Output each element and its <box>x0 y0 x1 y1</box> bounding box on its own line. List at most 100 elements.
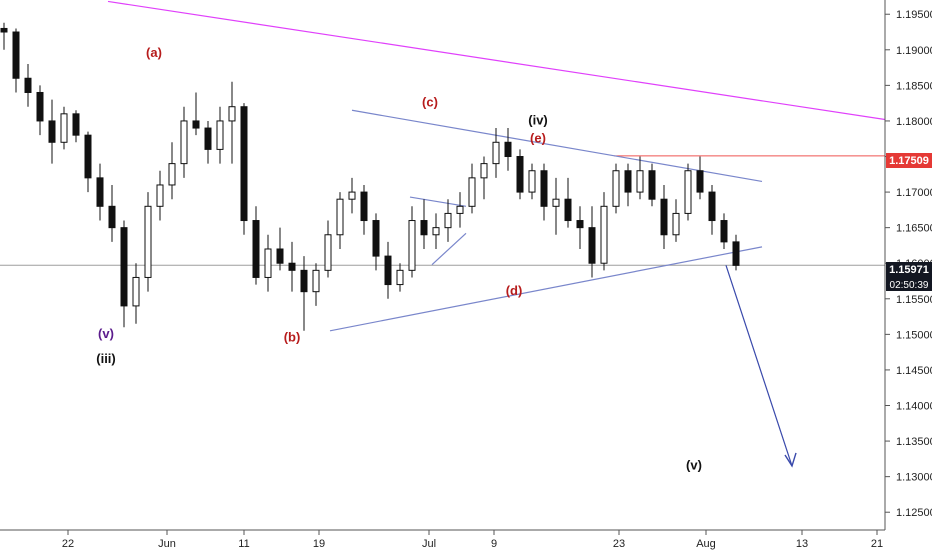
candle-body-down <box>108 205 116 229</box>
time-tick-label: 21 <box>871 538 883 550</box>
candle-body-up <box>684 170 692 214</box>
candle-body-up <box>348 191 356 200</box>
candle-body-up <box>468 177 476 207</box>
candle-body-up <box>480 163 488 179</box>
wave-label: (e) <box>530 130 546 145</box>
candle-body-up <box>228 106 236 122</box>
time-tick-label: Aug <box>696 538 716 550</box>
wave-label: (iv) <box>528 112 548 127</box>
price-tick-label: 1.14000 <box>896 401 932 413</box>
wave-label: (b) <box>284 329 301 344</box>
level-marker: 1.17509 <box>886 153 932 168</box>
wave-labels: (a) (b) (c) (d) (e) (iv) (v) (iii) (v) <box>96 45 702 473</box>
price-tick-label: 1.14500 <box>896 365 932 377</box>
candlestick-series <box>0 22 740 331</box>
candle-body-down <box>36 91 44 122</box>
current-price-badge <box>886 262 932 277</box>
candle-body-down <box>540 170 548 207</box>
time-tick-label: 9 <box>491 538 497 550</box>
projection-arrow-line[interactable] <box>725 265 793 467</box>
price-tick-label: 1.15000 <box>896 329 932 341</box>
candle-body-down <box>204 127 212 150</box>
wedge-lower-trendline[interactable] <box>431 232 467 266</box>
candle-body-up <box>636 170 644 193</box>
candle-body-up <box>600 205 608 264</box>
candle-body-down <box>252 220 260 278</box>
candle-body-up <box>672 212 680 236</box>
candle-body-down <box>240 106 248 222</box>
candle-body-down <box>48 120 56 143</box>
candle-body-down <box>84 134 92 179</box>
candle-body-down <box>300 269 308 293</box>
upper-channel-trendline[interactable] <box>107 0 886 121</box>
wave-label: (v) <box>686 458 702 473</box>
candle-body-down <box>360 191 368 222</box>
candle-body-up <box>60 113 68 143</box>
candle-body-down <box>420 220 428 236</box>
wedge-upper-trendline[interactable] <box>409 196 467 207</box>
candle-body-up <box>324 234 332 271</box>
candle-body-up <box>552 198 560 207</box>
time-tick-label: 13 <box>796 538 808 550</box>
candle-body-up <box>396 269 404 286</box>
candle-body-up <box>336 198 344 236</box>
candle-body-down <box>24 77 32 93</box>
price-tick-label: 1.18000 <box>896 116 932 128</box>
candle-body-down <box>516 156 524 193</box>
time-tick-label: 23 <box>613 538 625 550</box>
candle-body-down <box>588 227 596 264</box>
price-tick-label: 1.12500 <box>896 507 932 519</box>
candle-body-up <box>132 276 140 307</box>
time-tick-label: 22 <box>62 538 74 550</box>
candle-body-down <box>564 198 572 222</box>
price-tick-label: 1.17000 <box>896 187 932 199</box>
candle-body-down <box>576 220 584 229</box>
wave-label: (iii) <box>96 351 116 366</box>
candle-body-up <box>144 205 152 278</box>
time-tick-label: Jun <box>158 538 176 550</box>
candle-body-down <box>660 198 668 236</box>
candle-body-down <box>288 262 296 271</box>
countdown-label: 02:50:39 <box>890 280 929 291</box>
candle-body-down <box>276 248 284 264</box>
candle-body-down <box>384 255 392 286</box>
candle-body-up <box>408 220 416 271</box>
price-marker: 1.15971 02:50:39 <box>886 262 932 291</box>
price-tick-label: 1.16500 <box>896 223 932 235</box>
wave-label: (c) <box>422 95 438 110</box>
candle-body-up <box>216 120 224 150</box>
candle-body-up <box>432 227 440 236</box>
time-axis[interactable]: 22 Jun 11 19 Jul 9 23 Aug 13 21 <box>62 530 883 550</box>
triangle-upper-trendline[interactable] <box>351 109 763 183</box>
candle-body-up <box>456 205 464 214</box>
candle-body-up <box>168 163 176 186</box>
candle-body-down <box>732 241 740 266</box>
wave-label: (v) <box>98 326 114 341</box>
candle-body-down <box>648 170 656 200</box>
price-tick-label: 1.13500 <box>896 436 932 448</box>
candle-body-down <box>696 170 704 193</box>
projection-arrow-head <box>784 452 797 468</box>
candle-body-up <box>612 170 620 207</box>
candle-body-up <box>180 120 188 165</box>
candle-body-up <box>264 248 272 278</box>
candle-body-down <box>72 113 80 136</box>
price-tick-label: 1.18500 <box>896 80 932 92</box>
wave-label: (d) <box>506 283 523 298</box>
time-tick-label: Jul <box>422 538 436 550</box>
candle-body-down <box>372 220 380 257</box>
price-tick-label: 1.15500 <box>896 294 932 306</box>
candle-body-down <box>96 177 104 207</box>
candle-body-up <box>492 141 500 165</box>
candle-body-up <box>528 170 536 193</box>
candle-body-down <box>708 191 716 222</box>
triangle-lower-trendline[interactable] <box>329 246 763 332</box>
candle-body-down <box>192 120 200 129</box>
time-tick-label: 19 <box>313 538 325 550</box>
candle-body-up <box>156 184 164 207</box>
price-tick-label: 1.19500 <box>896 9 932 21</box>
candle-body-down <box>504 141 512 158</box>
candle-body-down <box>0 27 8 33</box>
